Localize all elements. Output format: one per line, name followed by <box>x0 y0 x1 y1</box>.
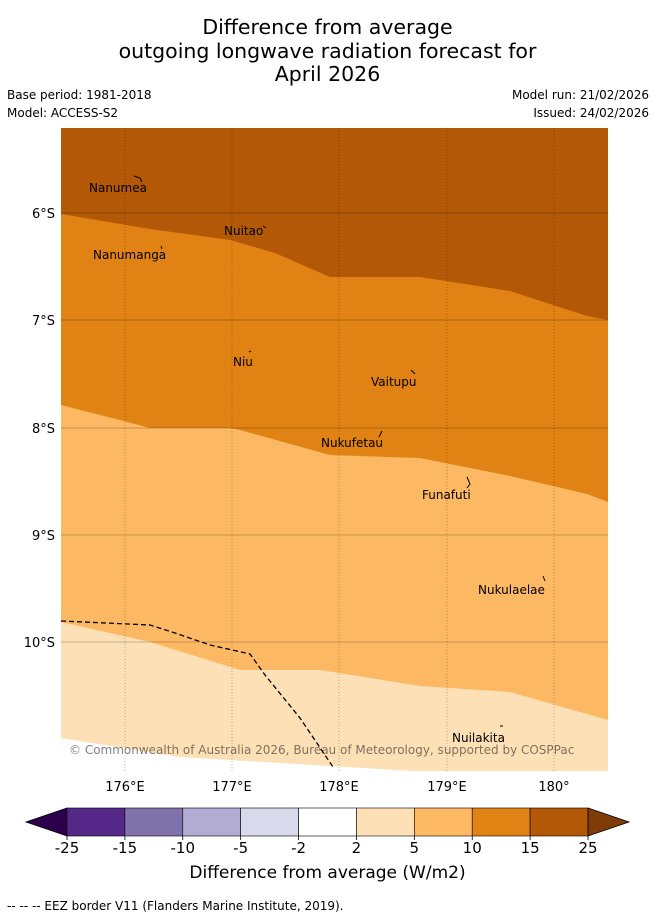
lon-label: 178°E <box>319 780 359 795</box>
map-area: Nanumea Nuitao Nanumanga Niu Vaitupu Nuk… <box>61 128 608 771</box>
colorbar-segment <box>471 807 531 837</box>
place-label: Nanumanga <box>93 248 166 262</box>
colorbar-tick-label: 10 <box>463 839 482 857</box>
place-label: Nuitao <box>224 224 263 238</box>
island-nukulaelae <box>542 575 546 582</box>
colorbar-extend-low <box>24 807 68 837</box>
colorbar-tick-label: 2 <box>352 839 362 857</box>
eez-border-line <box>61 620 334 768</box>
colorbar: -25 -15 -10 -5 -2 2 5 10 15 25 <box>24 807 631 857</box>
colorbar-segment <box>182 807 241 837</box>
colorbar-tick-label: -5 <box>233 839 248 857</box>
island-nukufetau <box>378 430 383 438</box>
place-label: Nukufetau <box>321 436 383 450</box>
issued-date: Issued: 24/02/2026 <box>533 106 649 120</box>
colorbar-segment <box>414 807 473 837</box>
island-niu <box>248 350 252 353</box>
lon-label: 180° <box>538 780 569 795</box>
place-label: Nuilakita <box>452 731 505 745</box>
colorbar-extend-high <box>587 807 631 837</box>
chart-title: Difference from average outgoing longwav… <box>0 15 655 87</box>
place-label: Nanumea <box>89 181 147 195</box>
lon-label: 179°E <box>427 780 467 795</box>
lat-label: 10°S <box>24 636 55 651</box>
island-vaitupu <box>410 369 416 375</box>
colorbar-segment <box>66 807 126 837</box>
lon-label: 176°E <box>105 780 145 795</box>
lat-label: 6°S <box>32 207 55 222</box>
lat-label: 7°S <box>32 314 55 329</box>
colorbar-segment <box>240 807 299 837</box>
model-run: Model run: 21/02/2026 <box>511 88 649 102</box>
lat-label: 9°S <box>32 529 55 544</box>
lat-labels: 6°S 7°S 8°S 9°S 10°S <box>24 207 55 651</box>
colorbar-tick-label: 25 <box>578 839 597 857</box>
colorbar-segment <box>356 807 415 837</box>
copyright-notice: © Commonwealth of Australia 2026, Bureau… <box>69 743 574 757</box>
colorbar-tick-label: 5 <box>410 839 420 857</box>
place-label: Funafuti <box>422 488 471 502</box>
colorbar-segment <box>298 807 357 837</box>
place-label: Niu <box>233 355 253 369</box>
colorbar-title: Difference from average (W/m2) <box>189 863 466 883</box>
title-line-2: outgoing longwave radiation forecast for <box>118 38 537 63</box>
lon-labels: 176°E 177°E 178°E 179°E 180° <box>105 780 569 795</box>
colorbar-tick-label: -10 <box>171 839 196 857</box>
model-name: Model: ACCESS-S2 <box>7 106 119 120</box>
white-corner <box>61 738 414 771</box>
title-line-1: Difference from average <box>202 15 453 39</box>
eez-legend: -- -- -- EEZ border V11 (Flanders Marine… <box>7 899 344 913</box>
colorbar-tick-label: -25 <box>55 839 80 857</box>
colorbar-tick-label: 15 <box>521 839 540 857</box>
title-line-3: April 2026 <box>274 62 381 86</box>
base-period: Base period: 1981-2018 <box>7 88 152 102</box>
lon-label: 177°E <box>212 780 252 795</box>
band-2-5 <box>61 622 608 771</box>
colorbar-tick-label: -15 <box>113 839 138 857</box>
lon-gridlines <box>124 128 555 771</box>
colorbar-segment <box>529 807 589 837</box>
colorbar-segment <box>124 807 184 837</box>
lat-label: 8°S <box>32 422 55 437</box>
colorbar-tick-label: -2 <box>291 839 306 857</box>
island-nuitao <box>262 225 267 229</box>
island-nanumanga <box>160 245 163 250</box>
island-nanumea <box>133 175 143 183</box>
place-label: Vaitupu <box>371 375 417 389</box>
island-shapes <box>133 175 546 727</box>
lat-gridlines <box>61 212 608 643</box>
island-funafuti <box>466 476 471 489</box>
place-label: Nukulaelae <box>478 583 545 597</box>
